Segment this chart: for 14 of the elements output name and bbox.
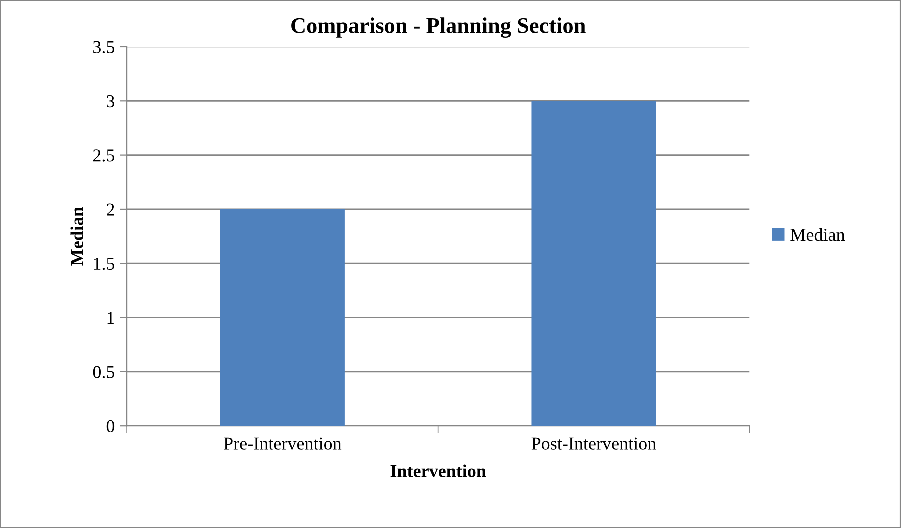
- y-tick-label: 3.5: [94, 41, 115, 54]
- x-axis-title: Intervention: [390, 464, 486, 478]
- y-tick-label: 3: [107, 95, 115, 108]
- chart-title: Comparison - Planning Section: [292, 18, 586, 38]
- y-tick-label: 1: [108, 312, 114, 324]
- y-axis-title: Median: [70, 207, 84, 266]
- y-tick-label: 0.5: [93, 366, 115, 378]
- y-tick-label: 1.5: [94, 258, 115, 270]
- y-tick-label: 0: [106, 420, 115, 433]
- x-tick-label: Pre-Intervention: [224, 438, 342, 450]
- x-tick-label: Post-Intervention: [532, 438, 656, 450]
- y-tick-label: 2.5: [93, 150, 115, 162]
- y-tick-label: 2: [107, 204, 114, 216]
- legend-label: Median: [790, 228, 846, 242]
